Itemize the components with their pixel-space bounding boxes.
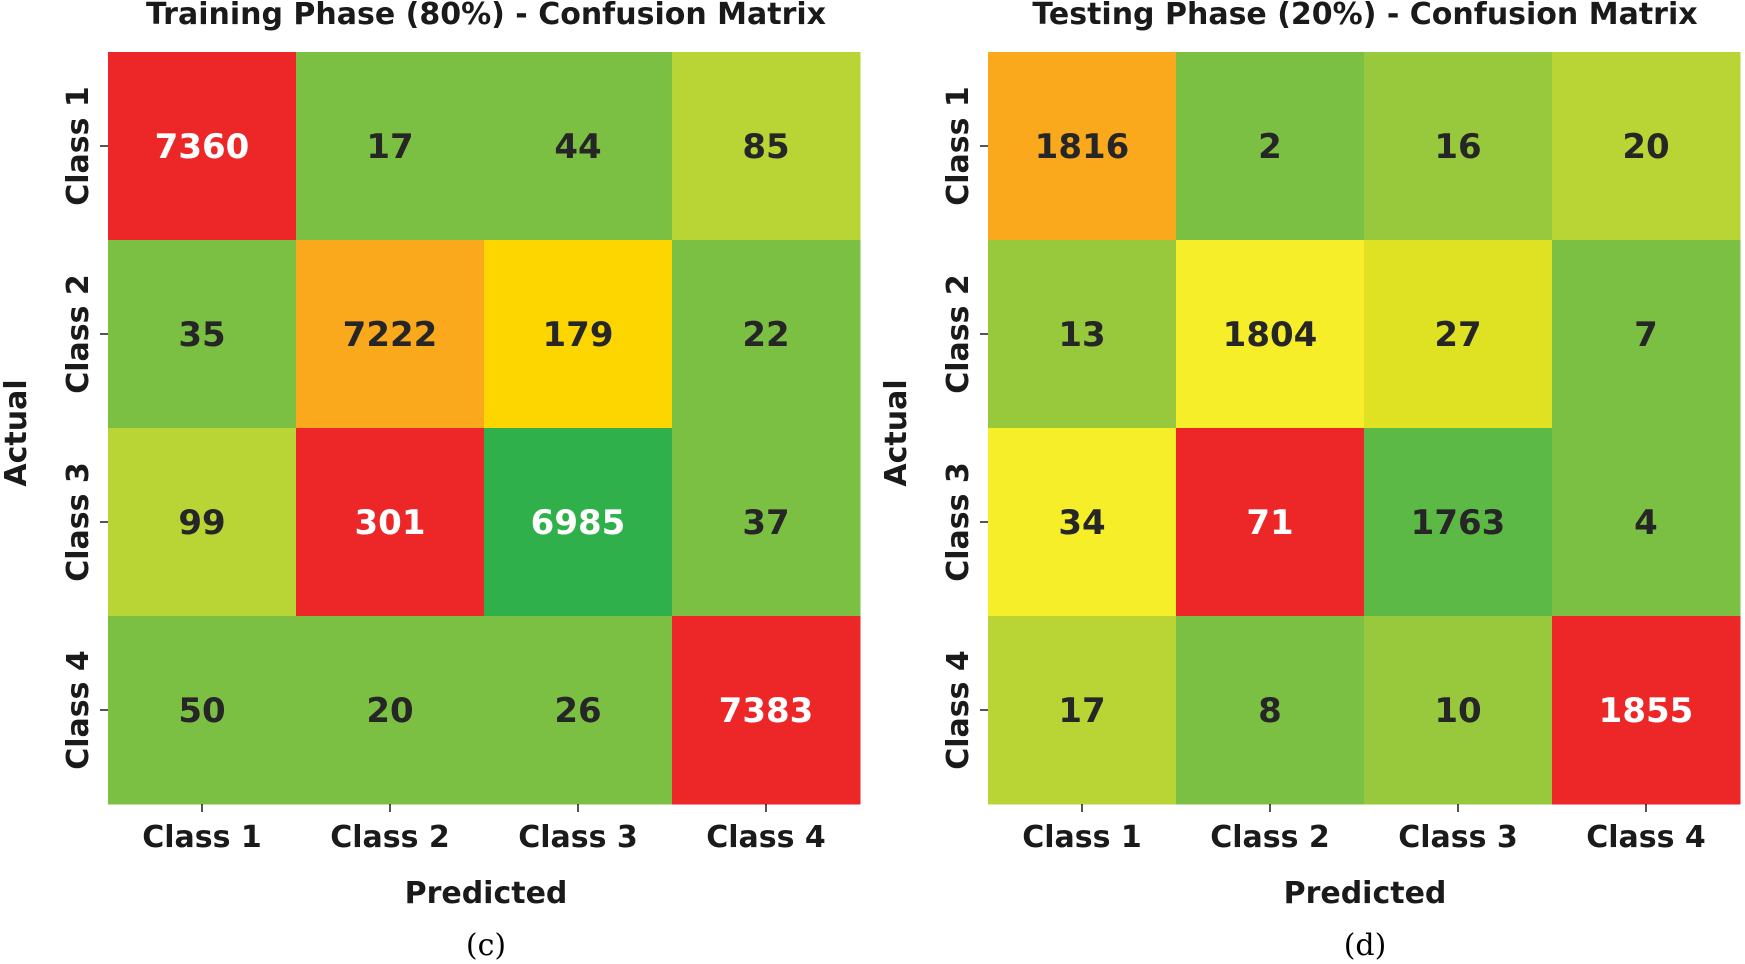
cell-value-label: 20 — [1622, 127, 1669, 167]
y-tick-label: Class 2 — [61, 274, 96, 394]
y-tick-labels: Class 1 Class 2 Class 3 Class 4 — [941, 86, 988, 770]
heatmap-cell — [1364, 52, 1553, 241]
heatmap-cell — [988, 240, 1177, 429]
chart-title: Training Phase (80%) - Confusion Matrix — [146, 0, 826, 32]
y-tick-label: Class 3 — [61, 462, 96, 582]
heatmap-cell — [296, 240, 485, 429]
heatmap-cell — [108, 240, 297, 429]
y-tick-label: Class 4 — [61, 650, 96, 770]
cell-value-label: 13 — [1058, 315, 1105, 355]
cell-value-label: 26 — [554, 691, 601, 731]
cell-value-label: 1763 — [1411, 503, 1506, 543]
cell-value-label: 27 — [1434, 315, 1481, 355]
heatmap-cells: 7360 17 44 85 35 7222 179 22 99 301 6985 37 50 20 26 73… — [108, 52, 861, 805]
x-tick-label: Class 2 — [330, 820, 450, 855]
heatmap-cell — [1176, 428, 1365, 617]
x-tick-label: Class 1 — [142, 820, 262, 855]
y-tick-label: Class 4 — [941, 650, 976, 770]
cell-value-label: 71 — [1246, 503, 1293, 543]
heatmap-cell — [1364, 428, 1553, 617]
y-tick-label: Class 2 — [941, 274, 976, 394]
x-axis-label: Predicted — [405, 876, 568, 911]
y-axis-label: Actual — [0, 379, 34, 486]
y-tick-label: Class 3 — [941, 462, 976, 582]
cell-value-label: 179 — [543, 315, 614, 355]
heatmap-cell — [108, 52, 297, 241]
heatmap-cell — [484, 616, 673, 805]
x-axis-label: Predicted — [1284, 876, 1447, 911]
heatmap-cell — [484, 428, 673, 617]
y-tick-label: Class 1 — [941, 86, 976, 206]
x-tick-label: Class 3 — [518, 820, 638, 855]
x-tick-label: Class 4 — [706, 820, 826, 855]
heatmap-cell — [1176, 240, 1365, 429]
cell-value-label: 7360 — [155, 127, 250, 167]
cell-value-label: 50 — [178, 691, 225, 731]
cell-value-label: 6985 — [531, 503, 626, 543]
cell-value-label: 20 — [366, 691, 413, 731]
cell-value-label: 10 — [1434, 691, 1481, 731]
x-tick-label: Class 2 — [1210, 820, 1330, 855]
cell-value-label: 16 — [1434, 127, 1481, 167]
x-tick-label: Class 3 — [1398, 820, 1518, 855]
cell-value-label: 22 — [742, 315, 789, 355]
heatmap-cell — [1176, 616, 1365, 805]
cell-value-label: 1804 — [1223, 315, 1318, 355]
heatmap-cell — [672, 428, 861, 617]
cell-value-label: 1816 — [1035, 127, 1130, 167]
heatmap-cell — [1176, 52, 1365, 241]
heatmap-cell — [1552, 428, 1741, 617]
cell-value-label: 8 — [1258, 691, 1282, 731]
heatmap-cell — [1364, 616, 1553, 805]
heatmap-cell — [672, 240, 861, 429]
cell-value-label: 301 — [355, 503, 426, 543]
heatmap-cell — [484, 240, 673, 429]
heatmap-cell — [1364, 240, 1553, 429]
cell-value-label: 44 — [554, 127, 601, 167]
cell-value-label: 7222 — [343, 315, 438, 355]
cell-value-label: 4 — [1634, 503, 1658, 543]
heatmap-cell — [296, 616, 485, 805]
heatmap-cell — [108, 616, 297, 805]
cell-value-label: 1855 — [1599, 691, 1694, 731]
heatmap-cell — [296, 52, 485, 241]
heatmap-cell — [484, 52, 673, 241]
heatmap-cell — [1552, 616, 1741, 805]
chart-title: Testing Phase (20%) - Confusion Matrix — [1032, 0, 1697, 32]
heatmap-cell — [988, 52, 1177, 241]
heatmap-cell — [672, 52, 861, 241]
cell-value-label: 34 — [1058, 503, 1105, 543]
x-tick-label: Class 1 — [1022, 820, 1142, 855]
heatmap-cell — [988, 428, 1177, 617]
cell-value-label: 7 — [1634, 315, 1658, 355]
heatmap-cell — [672, 616, 861, 805]
x-tick-labels: Class 1 Class 2 Class 3 Class 4 — [1022, 804, 1706, 855]
cell-value-label: 85 — [742, 127, 789, 167]
cell-value-label: 35 — [178, 315, 225, 355]
x-tick-labels: Class 1 Class 2 Class 3 Class 4 — [142, 804, 826, 855]
cell-value-label: 37 — [742, 503, 789, 543]
heatmap-cell — [1552, 240, 1741, 429]
cell-value-label: 17 — [1058, 691, 1105, 731]
heatmap-cell — [296, 428, 485, 617]
testing-confusion-matrix: Testing Phase (20%) - Confusion Matrix 1… — [879, 0, 1741, 963]
heatmap-cell — [108, 428, 297, 617]
panel-caption: (d) — [1344, 928, 1387, 963]
y-tick-labels: Class 1 Class 2 Class 3 Class 4 — [61, 86, 108, 770]
heatmap-cell — [988, 616, 1177, 805]
x-tick-label: Class 4 — [1586, 820, 1706, 855]
y-axis-label: Actual — [879, 379, 914, 486]
cell-value-label: 17 — [366, 127, 413, 167]
y-tick-label: Class 1 — [61, 86, 96, 206]
cell-value-label: 99 — [178, 503, 225, 543]
cell-value-label: 7383 — [719, 691, 814, 731]
heatmap-cell — [1552, 52, 1741, 241]
training-confusion-matrix: Training Phase (80%) - Confusion Matrix … — [0, 0, 861, 963]
heatmap-cells: 1816 2 16 20 13 1804 27 7 34 71 1763 4 17 8 10 1855 — [988, 52, 1741, 805]
cell-value-label: 2 — [1258, 127, 1282, 167]
panel-caption: (c) — [466, 928, 506, 963]
